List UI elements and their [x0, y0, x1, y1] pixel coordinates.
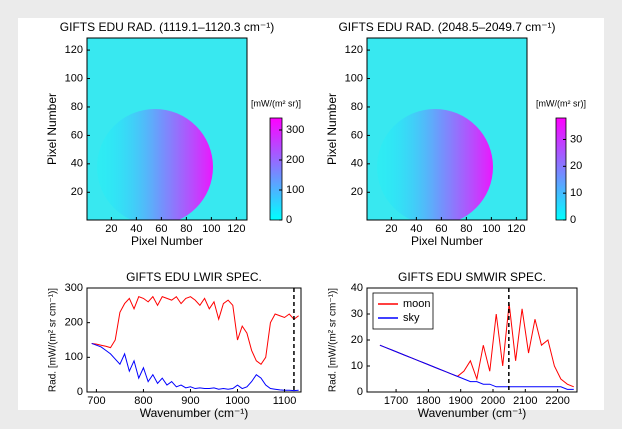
y-tick-label: 0 [357, 386, 363, 398]
legend-box [372, 292, 434, 330]
y-tick-label: 40 [71, 158, 83, 170]
x-tick-label: 2200 [545, 395, 569, 407]
x-tick-label: 2000 [481, 395, 505, 407]
axes-frame [86, 287, 302, 393]
colorbar-tick-label: 300 [286, 124, 304, 136]
x-tick-label: 1100 [273, 395, 297, 407]
x-tick-label: 800 [134, 395, 152, 407]
x-tick-label: 120 [507, 223, 525, 235]
x-tick-label: 60 [435, 223, 447, 235]
y-tick-label: 100 [65, 351, 83, 363]
x-tick-label: 1900 [448, 395, 472, 407]
x-tick-label: 40 [410, 223, 422, 235]
x-axis-label: Pixel Number [411, 234, 483, 248]
axes-frame [86, 37, 248, 221]
legend-label: sky [403, 312, 420, 324]
colorbar-tick-label: 0 [286, 214, 292, 226]
y-tick-label: 120 [65, 44, 83, 56]
x-axis-label: Pixel Number [131, 234, 203, 248]
x-tick-label: 1800 [416, 395, 440, 407]
axes-title: GIFTS EDU RAD. (2048.5–2049.7 cm⁻¹) [338, 20, 555, 34]
colorbar-tick-label: 20 [570, 160, 582, 172]
y-tick-label: 100 [65, 72, 83, 84]
y-tick-label: 40 [351, 282, 363, 294]
x-tick-label: 120 [227, 223, 245, 235]
y-tick-label: 80 [71, 101, 83, 113]
x-tick-label: 80 [460, 223, 472, 235]
y-tick-label: 20 [351, 334, 363, 346]
y-tick-label: 40 [351, 158, 363, 170]
y-tick-label: 120 [345, 44, 363, 56]
x-axis-label: Wavenumber (cm⁻¹) [140, 406, 249, 420]
x-tick-label: 900 [181, 395, 199, 407]
y-tick-label: 20 [71, 186, 83, 198]
colorbar-tick-label: 100 [286, 184, 304, 196]
moon-disc [377, 109, 493, 220]
axes-frame [366, 37, 528, 221]
colorbar-tick-label: 200 [286, 154, 304, 166]
x-tick-label: 2100 [513, 395, 537, 407]
colorbar-tick-label: 0 [570, 214, 576, 226]
series-line [91, 295, 299, 365]
y-tick-label: 100 [345, 72, 363, 84]
x-tick-label: 100 [482, 223, 500, 235]
x-tick-label: 80 [180, 223, 192, 235]
y-tick-label: 300 [65, 282, 83, 294]
y-tick-label: 20 [351, 186, 363, 198]
y-axis-label: Pixel Number [325, 93, 339, 165]
x-tick-label: 1700 [384, 395, 408, 407]
y-tick-label: 60 [71, 129, 83, 141]
x-tick-label: 60 [155, 223, 167, 235]
y-tick-label: 10 [351, 360, 363, 372]
y-tick-label: 0 [77, 386, 83, 398]
colorbar [555, 117, 567, 221]
y-axis-label: Rad. [mW/(m² sr cm⁻¹)] [328, 288, 339, 392]
x-axis-label: Wavenumber (cm⁻¹) [418, 406, 527, 420]
colorbar-label: [mW/(m² sr)] [536, 98, 586, 108]
x-tick-label: 1000 [225, 395, 249, 407]
y-tick-label: 30 [351, 308, 363, 320]
y-tick-label: 80 [351, 101, 363, 113]
colorbar-label: [mW/(m² sr)] [251, 98, 301, 108]
y-tick-label: 200 [65, 317, 83, 329]
moon-disc [97, 109, 213, 220]
axes-title: GIFTS EDU SMWIR SPEC. [398, 270, 546, 284]
y-tick-label: 60 [351, 129, 363, 141]
x-tick-label: 700 [87, 395, 105, 407]
x-tick-label: 20 [105, 223, 117, 235]
x-tick-label: 40 [130, 223, 142, 235]
axes-title: GIFTS EDU RAD. (1119.1–1120.3 cm⁻¹) [60, 20, 274, 34]
legend-label: moon [403, 298, 431, 310]
series-line [379, 344, 574, 390]
colorbar [269, 117, 283, 221]
series-line [91, 342, 299, 392]
colorbar-tick-label: 30 [570, 133, 582, 145]
axes-title: GIFTS EDU LWIR SPEC. [126, 270, 262, 284]
x-tick-label: 20 [385, 223, 397, 235]
y-axis-label: Rad. [mW/(m² sr cm⁻¹)] [48, 288, 59, 392]
colorbar-tick-label: 10 [570, 187, 582, 199]
x-tick-label: 100 [202, 223, 220, 235]
y-axis-label: Pixel Number [45, 93, 59, 165]
